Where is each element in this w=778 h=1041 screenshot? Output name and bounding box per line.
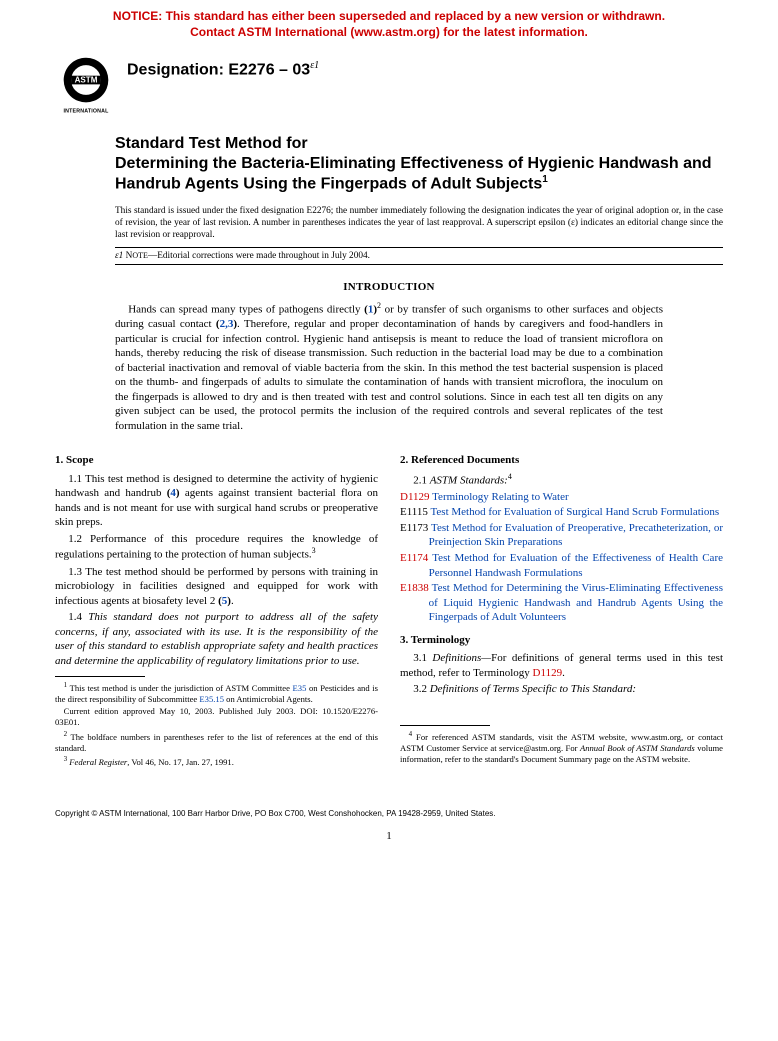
eps-text: Editorial corrections were made througho… [157,251,370,261]
ref-e1115: E1115 Test Method for Evaluation of Surg… [400,505,723,520]
scope-1-4: 1.4 This standard does not purport to ad… [55,610,378,668]
footnote-rule-left [55,676,145,677]
terminology-heading: 3. Terminology [400,633,723,648]
footnote-edition: Current edition approved May 10, 2003. P… [55,706,378,728]
scope-1-2: 1.2 Performance of this procedure requir… [55,532,378,563]
header-row: ASTM INTERNATIONAL Designation: E2276 – … [55,54,723,116]
scope-1-3: 1.3 The test method should be performed … [55,565,378,609]
scope-1-1: 1.1 This test method is designed to dete… [55,472,378,530]
footnote-2: 2 The boldface numbers in parentheses re… [55,730,378,754]
scope-heading: 1. Scope [55,453,378,468]
footnote-rule-right [400,725,490,726]
designation-label: Designation: E2276 – 03 [127,62,310,79]
notice-line1: NOTICE: This standard has either been su… [113,9,665,23]
footnote-3: 3 Federal Register, Vol 46, No. 17, Jan.… [55,755,378,768]
terminology-3-1: 3.1 Definitions—For definitions of gener… [400,651,723,680]
intro-body: Hands can spread many types of pathogens… [115,301,663,433]
footnote-1: 1 This test method is under the jurisdic… [55,681,378,705]
title-main: Determining the Bacteria-Eliminating Eff… [115,154,723,194]
referenced-heading: 2. Referenced Documents [400,453,723,468]
eps-symbol: ε1 [115,251,123,261]
eps-label: NOTE— [126,251,158,261]
title-sup: 1 [542,174,548,185]
ref-d1129: D1129 Terminology Relating to Water [400,490,723,505]
svg-text:INTERNATIONAL: INTERNATIONAL [63,109,109,115]
two-column-body: 1. Scope 1.1 This test method is designe… [55,447,723,769]
ref-e1174: E1174 Test Method for Evaluation of the … [400,551,723,580]
left-column: 1. Scope 1.1 This test method is designe… [55,447,378,769]
issuance-note: This standard is issued under the fixed … [115,205,723,241]
title-pre: Standard Test Method for [115,134,723,154]
ref-5: 5 [222,595,228,607]
ref-4: 4 [170,487,176,499]
svg-text:ASTM: ASTM [75,76,98,85]
referenced-sub: 2.1 ASTM Standards:4 [400,472,723,488]
notice-line2: Contact ASTM International (www.astm.org… [190,25,588,39]
astm-logo: ASTM INTERNATIONAL [55,54,117,116]
epsilon-note: ε1 NOTE—Editorial corrections were made … [115,247,723,265]
designation-superscript: ε1 [310,60,319,71]
ref-e1173: E1173 Test Method for Evaluation of Preo… [400,521,723,550]
notice-banner: NOTICE: This standard has either been su… [0,0,778,44]
intro-heading: INTRODUCTION [55,281,723,293]
page-body: ASTM INTERNATIONAL Designation: E2276 – … [0,44,778,862]
terminology-3-2: 3.2 Definitions of Terms Specific to Thi… [400,682,723,697]
ref-e1838: E1838 Test Method for Determining the Vi… [400,581,723,625]
designation: Designation: E2276 – 03ε1 [127,54,319,79]
copyright-line: Copyright © ASTM International, 100 Barr… [55,809,723,818]
title-main-text: Determining the Bacteria-Eliminating Eff… [115,155,712,192]
footnote-4: 4 For referenced ASTM standards, visit t… [400,730,723,765]
title-block: Standard Test Method for Determining the… [115,134,723,194]
right-column: 2. Referenced Documents 2.1 ASTM Standar… [400,447,723,769]
page-number: 1 [55,830,723,842]
